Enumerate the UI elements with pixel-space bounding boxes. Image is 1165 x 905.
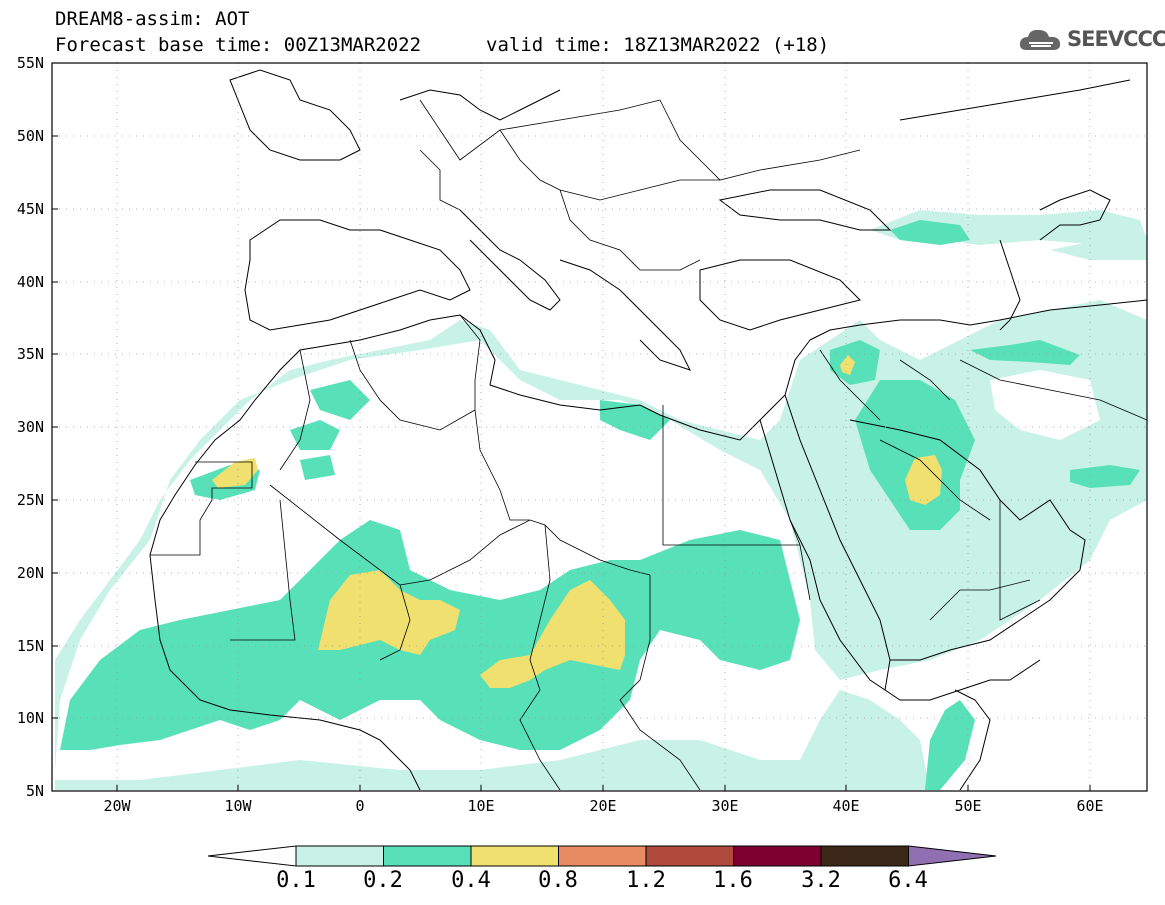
lon-label: 60E	[1076, 797, 1104, 815]
colorbar-label: 6.4	[888, 868, 928, 893]
colorbar-swatch	[295, 845, 384, 867]
logo-text: SEEVCCC	[1067, 27, 1165, 51]
lat-label: 35N	[16, 345, 44, 363]
lon-label: 10W	[224, 797, 252, 815]
lon-label: 30E	[711, 797, 739, 815]
lon-label: 10E	[467, 797, 495, 815]
cloud-icon	[1019, 29, 1061, 50]
graticule	[52, 63, 1147, 791]
aot-clear-areas	[400, 370, 1100, 530]
lat-label: 55N	[16, 54, 44, 72]
valid-time: valid time: 18Z13MAR2022 (+18)	[486, 34, 830, 56]
colorbar-label: 1.2	[626, 868, 666, 893]
lon-label: 40E	[832, 797, 860, 815]
map-title: DREAM8-assim: AOT	[55, 8, 250, 30]
colorbar-label: 0.1	[276, 868, 316, 893]
lat-label: 40N	[16, 273, 44, 291]
lon-label: 50E	[954, 797, 982, 815]
lat-label: 45N	[16, 200, 44, 218]
country-borders	[150, 99, 1147, 791]
lon-label: 20E	[589, 797, 617, 815]
colorbar-swatch	[383, 845, 472, 867]
colorbar-arrow-low	[207, 845, 297, 867]
lat-label: 30N	[16, 418, 44, 436]
lat-label: 25N	[16, 491, 44, 509]
colorbar-arrow-high	[908, 845, 997, 867]
colorbar-label: 0.2	[363, 868, 403, 893]
seevccc-logo: SEEVCCC	[1017, 24, 1165, 56]
lon-label: 0	[355, 797, 365, 815]
colorbar-label: 1.6	[713, 868, 753, 893]
lat-label: 10N	[16, 709, 44, 727]
colorbar-swatch	[558, 845, 647, 867]
colorbar-swatch	[733, 845, 822, 867]
colorbar	[207, 845, 997, 867]
aot-field	[55, 210, 1147, 790]
lat-label: 5N	[25, 782, 44, 800]
lat-label: 50N	[16, 127, 44, 145]
aot-level-0.4	[212, 355, 942, 688]
colorbar-swatch	[470, 845, 559, 867]
colorbar-label: 0.4	[451, 868, 491, 893]
colorbar-swatch	[820, 845, 909, 867]
lat-label: 15N	[16, 637, 44, 655]
colorbar-label: 3.2	[801, 868, 841, 893]
colorbar-swatch	[645, 845, 734, 867]
lon-label: 20W	[103, 797, 131, 815]
lat-label: 20N	[16, 564, 44, 582]
forecast-base-time: Forecast base time: 00Z13MAR2022	[55, 34, 422, 56]
colorbar-label: 0.8	[538, 868, 578, 893]
map-frame	[51, 62, 1148, 792]
